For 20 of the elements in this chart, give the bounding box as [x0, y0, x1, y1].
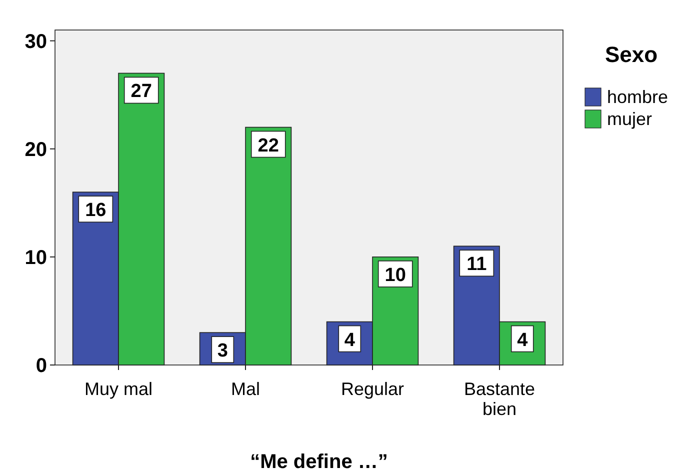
data-label: 16 — [85, 200, 106, 222]
x-axis-title: “Me define …” — [250, 451, 388, 472]
legend-label: mujer — [607, 109, 652, 129]
legend-label: hombre — [607, 87, 668, 107]
x-tick-label: Bastante bien — [464, 379, 536, 419]
data-label: 4 — [517, 330, 528, 351]
data-label: 10 — [384, 264, 406, 286]
x-tick-label: Mal — [230, 379, 260, 399]
data-label: 27 — [130, 81, 152, 102]
data-label: 22 — [258, 135, 279, 156]
data-label: 4 — [344, 330, 356, 351]
y-tick-label: 20 — [24, 138, 47, 161]
data-label: 3 — [217, 340, 228, 362]
x-tick-label: Muy mal — [84, 379, 153, 399]
data-label: 11 — [466, 254, 488, 276]
x-tick-label: Regular — [340, 379, 404, 399]
y-tick-label: 10 — [24, 246, 47, 269]
y-tick-label: 30 — [24, 30, 47, 53]
y-tick-label: 0 — [36, 355, 47, 377]
legend-title: Sexo — [605, 42, 658, 67]
